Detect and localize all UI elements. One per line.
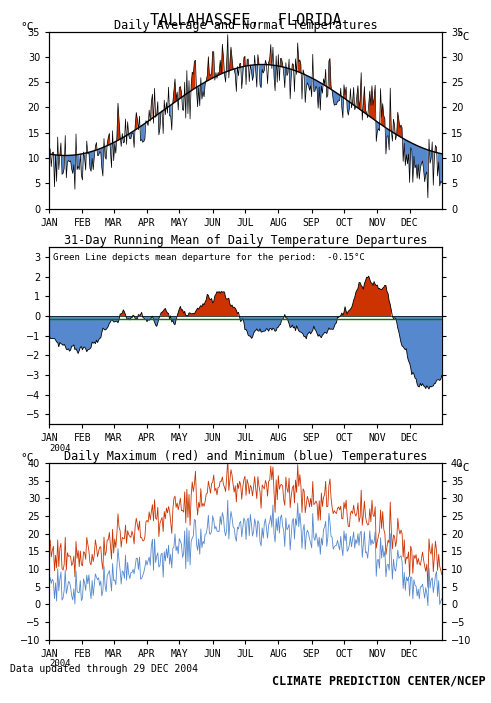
Title: Daily Maximum (red) and Minimum (blue) Temperatures: Daily Maximum (red) and Minimum (blue) T… [64, 450, 427, 463]
Text: 2004: 2004 [49, 659, 71, 668]
Title: Daily Average and Normal Temperatures: Daily Average and Normal Temperatures [114, 19, 377, 32]
Y-axis label: °C: °C [21, 22, 34, 32]
Text: 2004: 2004 [49, 444, 71, 453]
Text: Green Line depicts mean departure for the period:  -0.15°C: Green Line depicts mean departure for th… [53, 252, 365, 262]
Y-axis label: °C: °C [457, 463, 470, 473]
Text: Data updated through 29 DEC 2004: Data updated through 29 DEC 2004 [10, 664, 198, 674]
Text: CLIMATE PREDICTION CENTER/NCEP: CLIMATE PREDICTION CENTER/NCEP [273, 675, 486, 688]
Text: TALLAHASSEE,  FLORIDA: TALLAHASSEE, FLORIDA [150, 13, 341, 27]
Title: 31-Day Running Mean of Daily Temperature Departures: 31-Day Running Mean of Daily Temperature… [64, 234, 427, 247]
Y-axis label: °C: °C [457, 32, 470, 41]
Y-axis label: °C: °C [21, 453, 34, 463]
